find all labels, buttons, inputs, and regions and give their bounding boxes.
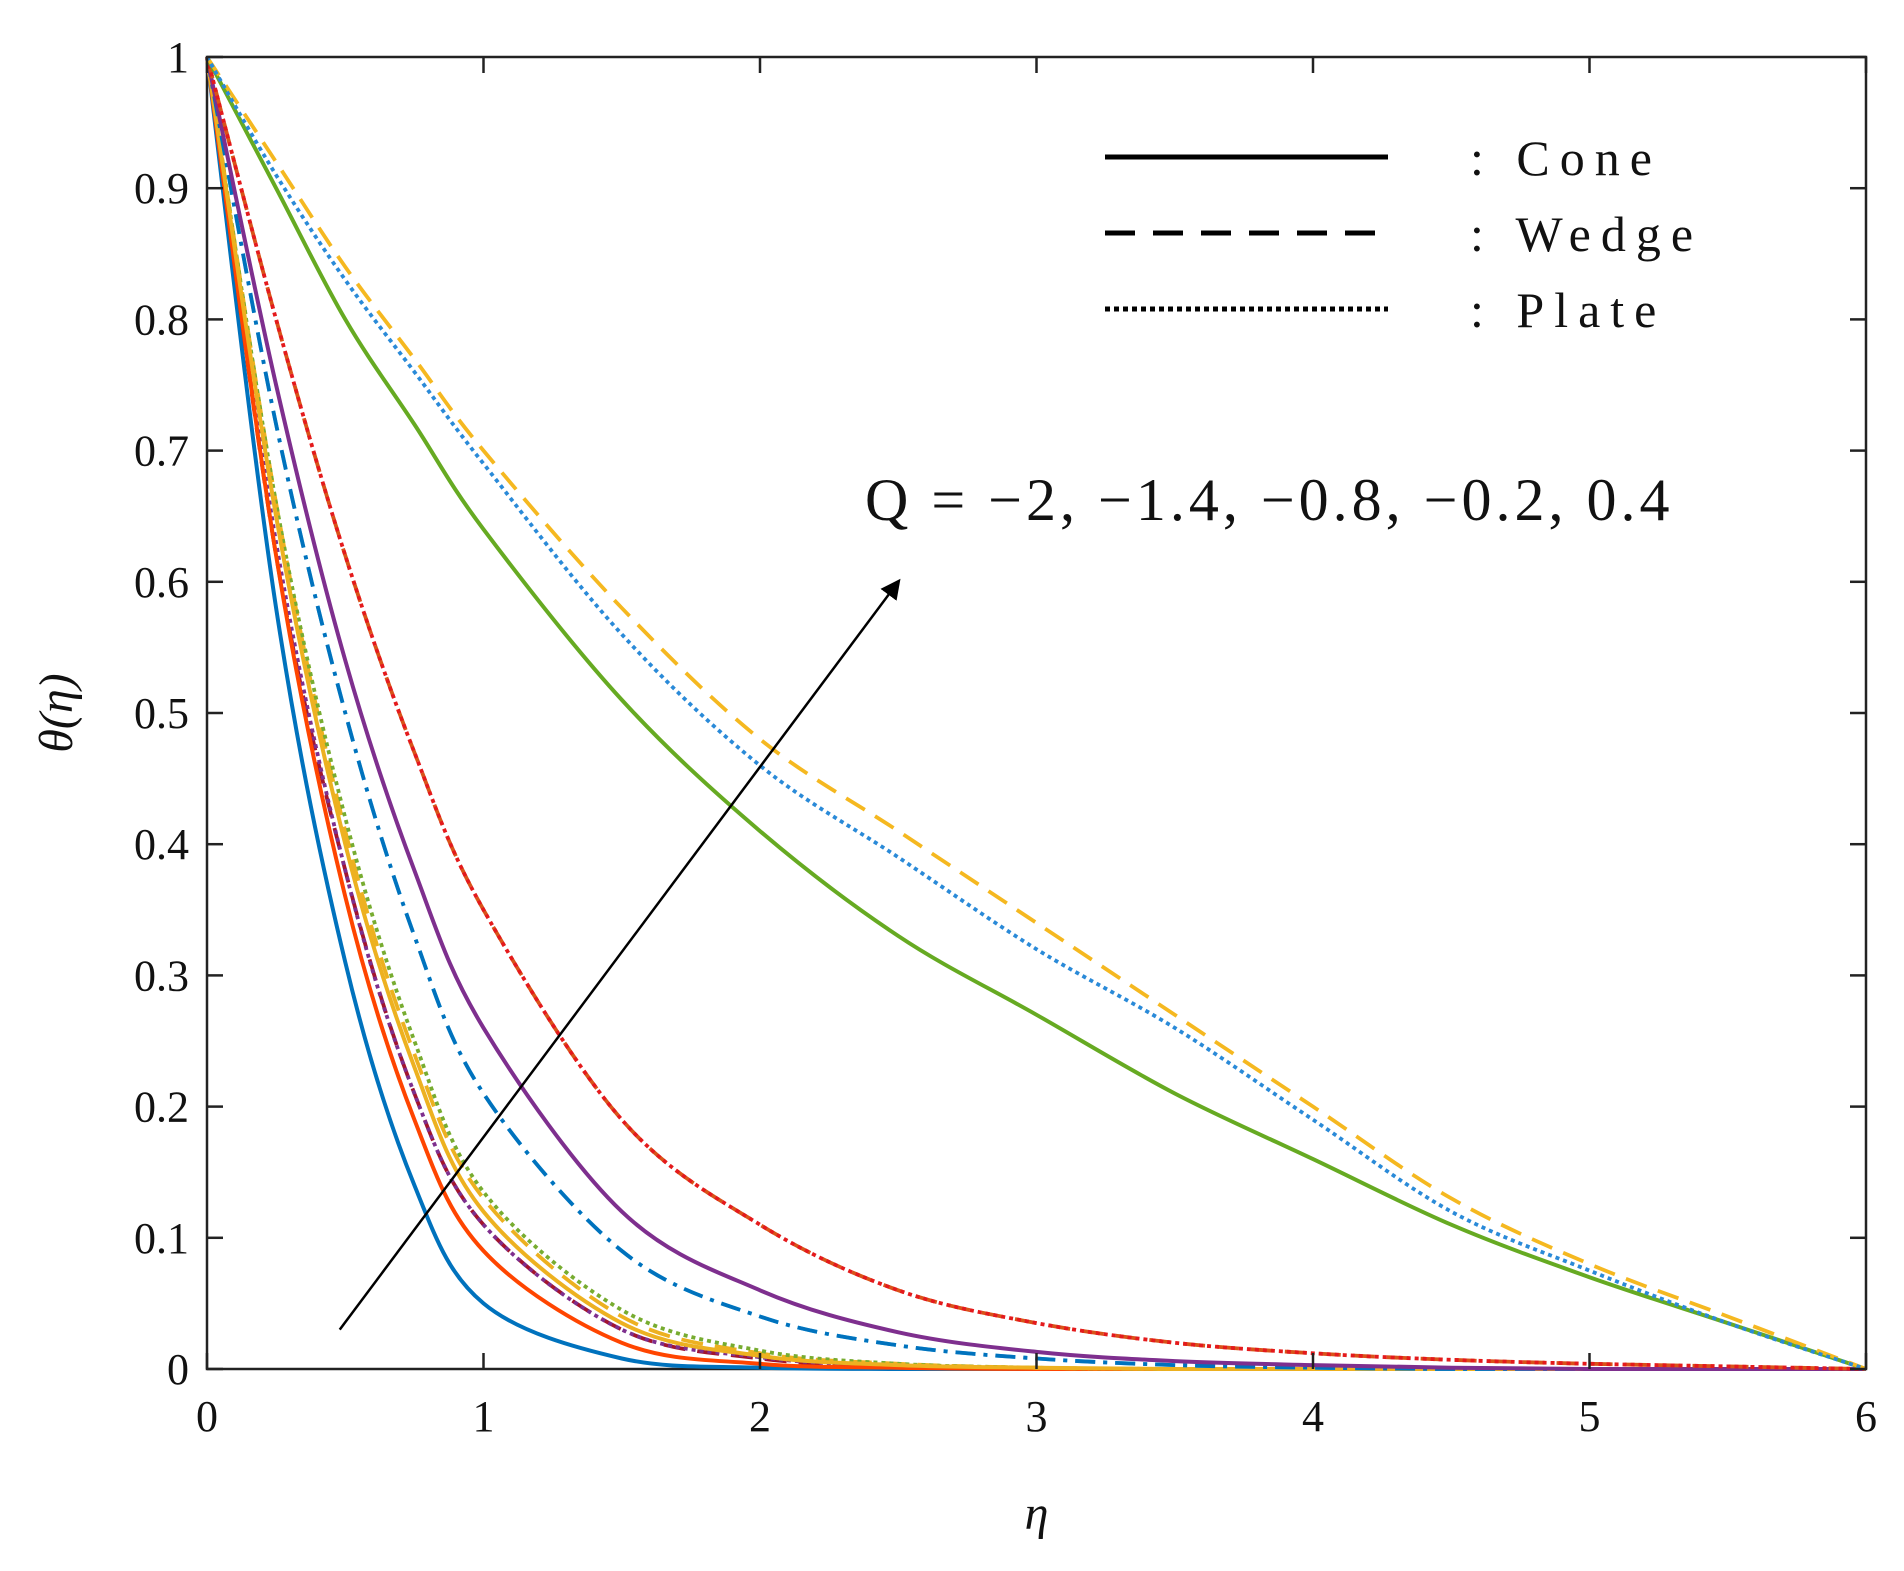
y-tick-label: 0.5 xyxy=(134,689,189,738)
x-tick-label: 1 xyxy=(473,1392,495,1441)
y-tick-label: 0.2 xyxy=(134,1083,189,1132)
ticks-layer: 0 1 2 3 4 5 6 0 0.1 0.2 0.3 0.4 0.5 0.6 0.7 0.8 0.9 1 xyxy=(134,33,1877,1441)
series-line-plate-q0_4 xyxy=(205,56,1867,1371)
series-line-plate-q-0_8 xyxy=(205,56,1866,1371)
x-axis-label: η xyxy=(1025,1487,1049,1540)
x-tick-label: 6 xyxy=(1855,1392,1877,1441)
x-tick-label: 5 xyxy=(1579,1392,1601,1441)
y-axis-label: θ(η) xyxy=(30,673,83,752)
y-tick-label: 1 xyxy=(167,33,189,82)
q-values-annotation: Q = −2, −1.4, −0.8, −0.2, 0.4 xyxy=(865,467,1674,533)
y-tick-label: 0.1 xyxy=(134,1214,189,1263)
y-tick-label: 0 xyxy=(167,1345,189,1394)
legend: : Cone : Wedge : Plate xyxy=(1105,130,1703,338)
x-tick-label: 3 xyxy=(1026,1392,1048,1441)
annotation-arrow xyxy=(338,578,901,1331)
y-tick-label: 0.9 xyxy=(134,164,189,213)
y-tick-label: 0.6 xyxy=(134,558,189,607)
y-tick-label: 0.7 xyxy=(134,427,189,476)
legend-label-plate: : Plate xyxy=(1470,282,1666,338)
y-tick-label: 0.8 xyxy=(134,295,189,344)
x-tick-label: 4 xyxy=(1302,1392,1324,1441)
x-tick-label: 0 xyxy=(196,1392,218,1441)
legend-label-cone: : Cone xyxy=(1470,130,1662,186)
series-line-cone-q0_4 xyxy=(205,56,1867,1371)
x-tick-label: 2 xyxy=(749,1392,771,1441)
y-tick-label: 0.4 xyxy=(134,820,189,869)
legend-label-wedge: : Wedge xyxy=(1470,206,1703,262)
y-tick-label: 0.3 xyxy=(134,951,189,1000)
series-line-cone-q-0_2 xyxy=(205,56,1866,1372)
series-line-wedge-q-0_2 xyxy=(205,56,1867,1371)
series-line-wedge-q0_4 xyxy=(205,55,1867,1371)
series-layer xyxy=(205,55,1867,1372)
